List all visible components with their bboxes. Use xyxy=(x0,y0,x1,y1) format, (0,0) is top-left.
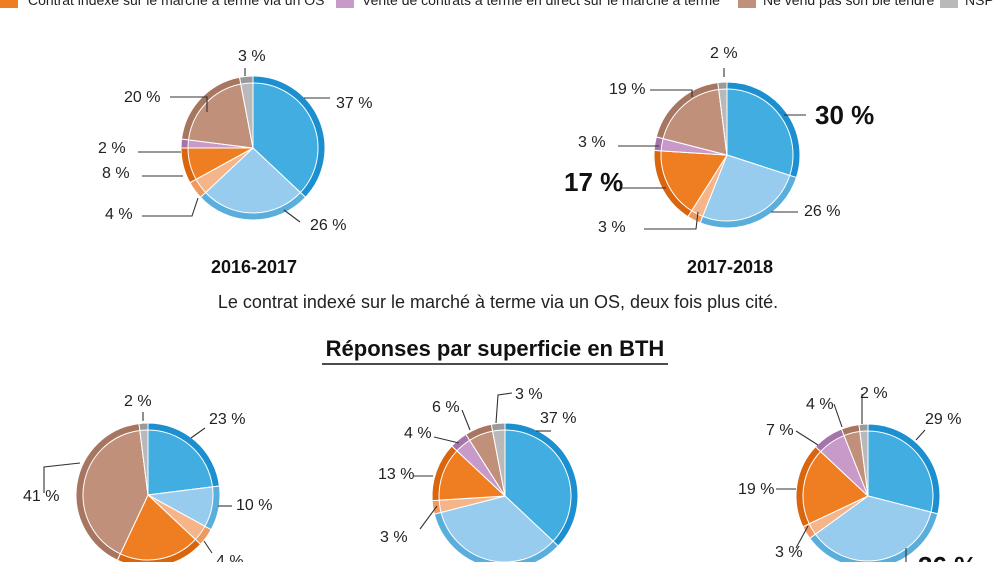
pie-2-slice-4 xyxy=(82,429,149,555)
pie-0-leader-1 xyxy=(283,209,301,223)
pie-0-leader-5 xyxy=(170,96,208,112)
pie-4-leader-4 xyxy=(795,430,819,446)
pie-2-label-5: 2 % xyxy=(124,393,152,410)
pie-4-label-0: 29 % xyxy=(925,411,961,428)
pie-1-leader-2 xyxy=(644,211,699,230)
pie-1-label-3: 17 % xyxy=(564,167,623,197)
pie-4-leader-2 xyxy=(795,525,809,549)
pie-superficie-3: 29 % 36 % 3 % 19 % 7 % 4 % 2 % xyxy=(738,385,977,562)
legend-label-os: Contrat indexé sur le marché à terme via… xyxy=(28,0,324,8)
legend-swatch-os xyxy=(0,0,18,8)
pie-0-label-2: 4 % xyxy=(105,206,133,223)
pie-4-label-3: 19 % xyxy=(738,481,774,498)
pie-4-leader-0 xyxy=(915,429,926,441)
pie-0-slice-6 xyxy=(240,82,254,149)
pie-3-label-3: 13 % xyxy=(378,466,414,483)
pie-4-slice-1 xyxy=(814,495,932,562)
pie-0-slice-5 xyxy=(187,83,254,149)
pie-4-slice-3 xyxy=(802,450,869,525)
legend-label-nsp: NSP xyxy=(965,0,994,8)
pie-title-2017-2018: 2017-2018 xyxy=(687,257,773,277)
pie-superficie-2: 37 % 3 % 13 % 4 %6 % 3 % xyxy=(378,386,579,562)
pie-1-leader-5 xyxy=(650,89,693,97)
pie-4-label-6: 2 % xyxy=(860,385,888,402)
pie-2-leader-0 xyxy=(190,427,206,439)
pie-1-label-6: 2 % xyxy=(710,45,738,62)
pie-0-label-3: 8 % xyxy=(102,165,130,182)
pie-2-slice-3 xyxy=(119,494,197,561)
pie-4-label-4: 7 % xyxy=(766,422,794,439)
pie-0-label-4: 2 % xyxy=(98,140,126,157)
pie-0-label-1: 26 % xyxy=(310,217,346,234)
pie-1-slice-0 xyxy=(726,88,794,177)
pie-1-label-2: 3 % xyxy=(598,219,626,236)
pie-1-slice-5 xyxy=(662,88,728,156)
pie-3-slice-1 xyxy=(440,495,554,562)
pie-2-slice-5 xyxy=(139,429,149,496)
pie-4-leader-5 xyxy=(833,403,843,428)
pie-4-slice-0 xyxy=(867,430,934,513)
legend: Contrat indexé sur le marché à terme via… xyxy=(0,0,994,8)
pie-2-label-2: 4 % xyxy=(216,553,244,562)
legend-label-direct: Vente de contrats à terme en direct sur … xyxy=(362,0,720,8)
pie-1-label-0: 30 % xyxy=(815,100,874,130)
pie-1-slice-3 xyxy=(660,150,728,212)
pie-2-leader-4 xyxy=(43,462,81,493)
pie-title-2016-2017: 2016-2017 xyxy=(211,257,297,277)
pie-3-leader-5 xyxy=(461,409,471,431)
pie-0-leader-2 xyxy=(142,197,199,217)
pie-0-label-0: 37 % xyxy=(336,95,372,112)
pie-3-slice-0 xyxy=(504,429,572,542)
section-title: Réponses par superficie en BTH xyxy=(326,336,665,361)
pie-4-label-5: 4 % xyxy=(806,396,834,413)
pie-3-label-6: 3 % xyxy=(515,386,543,403)
pie-3-leader-6 xyxy=(495,392,513,424)
legend-label-no-sale: Ne vend pas son blé tendre xyxy=(763,0,934,8)
pie-2017-2018: 30 % 26 % 3 % 17 % 3 % 19 % 2 % xyxy=(564,45,874,236)
pie-4-label-2: 3 % xyxy=(775,544,803,561)
pie-0-label-6: 3 % xyxy=(238,48,266,65)
pie-0-slice-0 xyxy=(252,82,319,194)
pie-3-label-5: 6 % xyxy=(432,399,460,416)
pie-3-leader-4 xyxy=(433,436,460,444)
pie-2-leader-2 xyxy=(203,540,213,554)
legend-swatch-no-sale xyxy=(738,0,756,8)
pie-1-slice-1 xyxy=(702,154,791,222)
pie-1-label-1: 26 % xyxy=(804,203,840,220)
pie-2-label-0: 23 % xyxy=(209,411,245,428)
pie-2-slice-0 xyxy=(147,429,214,496)
pie-superficie-1: 23 % 10 % 4 % 41 % 2 % xyxy=(23,393,272,562)
legend-swatch-nsp xyxy=(940,0,958,8)
pie-1-slice-6 xyxy=(718,88,728,156)
pie-3-label-2: 3 % xyxy=(380,529,408,546)
pie-3-label-4: 4 % xyxy=(404,425,432,442)
pie-0-label-5: 20 % xyxy=(124,89,160,106)
legend-swatch-direct xyxy=(336,0,354,8)
pie-3-label-0: 37 % xyxy=(540,410,576,427)
pie-1-label-5: 19 % xyxy=(609,81,645,98)
pie-3-slice-6 xyxy=(492,429,506,497)
pie-4-slice-6 xyxy=(859,430,869,497)
pie-2-label-1: 10 % xyxy=(236,497,272,514)
pie-0-slice-1 xyxy=(204,147,302,214)
subtitle: Le contrat indexé sur le marché à terme … xyxy=(218,292,778,312)
pie-4-label-1: 36 % xyxy=(918,551,977,562)
pie-1-label-4: 3 % xyxy=(578,134,606,151)
pie-2-label-4: 41 % xyxy=(23,488,59,505)
pie-3-leader-2 xyxy=(419,505,438,530)
pie-2016-2017: 37 % 26 % 4 % 8 % 2 % 20 % 3 % xyxy=(98,48,372,234)
